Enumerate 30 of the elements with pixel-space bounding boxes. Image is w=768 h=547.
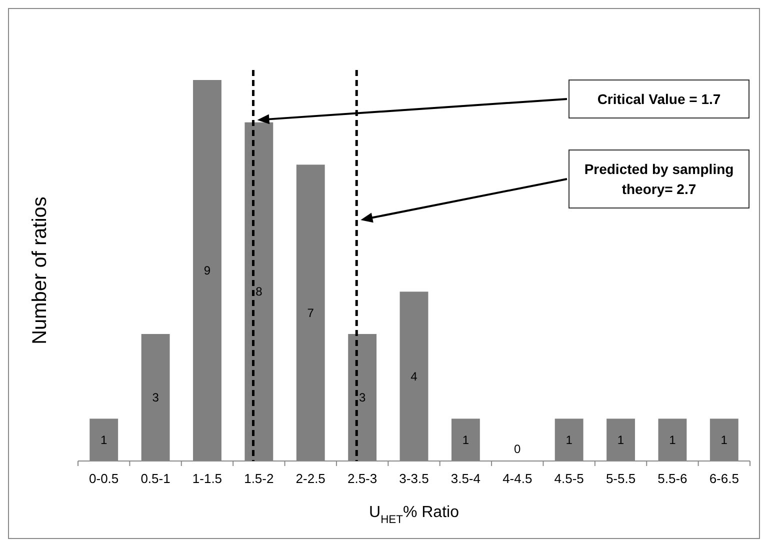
x-tick-label: 6-6.5: [709, 471, 739, 486]
x-tick-label: 0.5-1: [140, 471, 170, 486]
data-label: 8: [256, 284, 263, 299]
data-label: 3: [152, 390, 160, 404]
x-tick-label: 2.5-3: [347, 471, 378, 486]
annotation: Critical Value = 1.7: [597, 91, 721, 107]
annotation: Predicted by sampling theory= 2.7: [584, 161, 734, 197]
x-axis-title: U$_{HET}$% Ratio: [369, 504, 460, 526]
x-tick-label: 4.5-5: [554, 471, 584, 486]
x-tick-label: 5-5.5: [606, 471, 636, 486]
data-label: 1: [720, 432, 728, 447]
data-label: 4: [410, 369, 418, 384]
x-tick-label: 1-1.5: [192, 471, 222, 486]
x-tick-label: 5.5-6: [658, 471, 688, 486]
data-label: 1: [617, 432, 624, 447]
data-label: 9: [204, 264, 211, 278]
x-tick-label: 3.5-4: [450, 471, 481, 486]
x-tick-label: 0-0.5: [89, 471, 119, 486]
x-tick-label: 3-3.5: [399, 471, 429, 486]
data-label: 0: [514, 442, 522, 456]
x-tick-label: 2-2.5: [296, 471, 326, 486]
data-label: 7: [307, 306, 314, 320]
x-tick-label: 4-4.5: [502, 471, 532, 486]
data-label: 1: [462, 432, 470, 447]
x-tick-label: 1.5-2: [244, 471, 274, 486]
y-axis-title: Number of ratios: [29, 196, 51, 344]
data-label: 1: [669, 432, 676, 447]
data-label: 3: [358, 390, 366, 404]
data-label: 1: [100, 432, 108, 447]
data-label: 1: [566, 432, 573, 447]
